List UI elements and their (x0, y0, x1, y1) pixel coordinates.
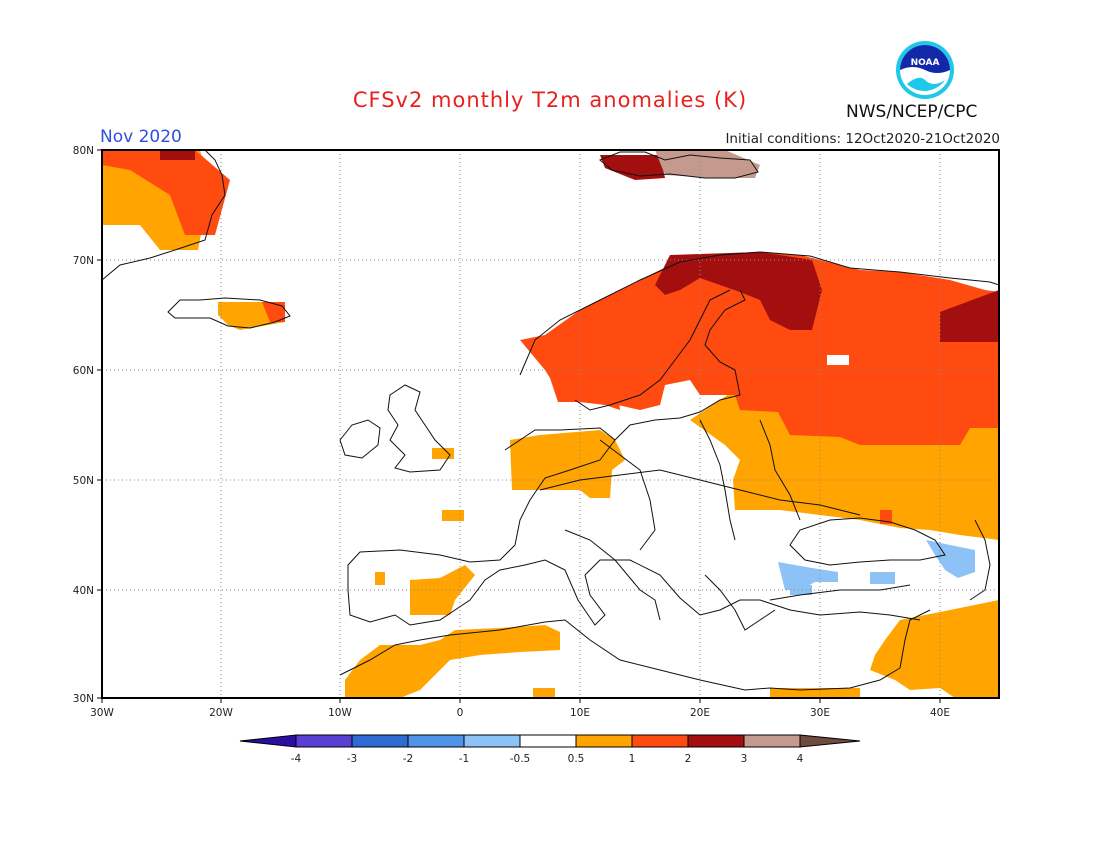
svalbard-warm-2 (600, 155, 665, 180)
colorbar-label-neg4: -4 (291, 753, 302, 765)
colorbar-label-neg05: -0.5 (510, 753, 531, 765)
turkey-coast (769, 584, 911, 601)
initial-conditions-label: Initial conditions: 12Oct2020-21Oct2020 (725, 131, 1000, 147)
black-sea-coast (789, 517, 946, 566)
europe-coast (519, 251, 999, 376)
colorbar-label-pos3: 3 (741, 753, 748, 765)
lat-label-50n: 50N (73, 475, 94, 487)
greece-coast (704, 574, 776, 631)
colorbar-box-7 (631, 734, 689, 748)
france-warm-patch (442, 510, 464, 521)
noaa-logo-icon: NOAA (896, 41, 954, 99)
turkey-cool-1 (778, 562, 838, 590)
colorbar-label-neg1: -1 (459, 753, 469, 765)
border-lines-b (599, 439, 656, 551)
lon-label-40e: 40E (930, 707, 950, 719)
mediterranean-warm-patch (533, 688, 555, 698)
lapland-warm-3 (655, 252, 822, 330)
colorbar-arrow-left (239, 734, 297, 748)
noaa-logo-text: NOAA (911, 58, 940, 68)
iberia-warm-1b (375, 572, 385, 585)
uk-warm-patch (432, 448, 454, 459)
scandinavia-blank-patch (827, 355, 849, 365)
lat-label-30n: 30N (73, 693, 94, 705)
iceland-warm-2 (262, 302, 285, 322)
lat-label-60n: 60N (73, 365, 94, 377)
lon-label-30e: 30E (810, 707, 830, 719)
lat-labels: 80N 70N 60N 50N 40N 30N (73, 145, 94, 705)
black-sea-warm-patch (880, 510, 892, 524)
colorbar-labels: -4 -3 -2 -1 -0.5 0.5 1 2 3 4 (291, 753, 804, 765)
colorbar-label-pos2: 2 (685, 753, 692, 765)
lon-labels: 30W 20W 10W 0 10E 20E 30E 40E (90, 707, 950, 719)
anomaly-fill-layer (102, 150, 999, 698)
baltic-coast (614, 289, 746, 441)
russia-northwest-warm-3 (940, 290, 999, 342)
colorbar-arrow-right (799, 734, 861, 748)
colorbar-label-neg3: -3 (347, 753, 357, 765)
colorbar-box-6 (575, 734, 633, 748)
levant-coast (899, 609, 931, 669)
lat-label-40n: 40N (73, 585, 94, 597)
scandinavia-warm-2 (520, 252, 999, 445)
colorbar-box-8 (687, 734, 745, 748)
lat-label-70n: 70N (73, 255, 94, 267)
map-title: CFSv2 monthly T2m anomalies (K) (352, 88, 748, 112)
caspian-coast (969, 519, 991, 601)
colorbar-box-9 (743, 734, 801, 748)
lon-label-10e: 10E (570, 707, 590, 719)
colorbar-box-5 (519, 734, 577, 748)
lon-label-30w: 30W (90, 707, 114, 719)
border-lines-c (699, 419, 736, 541)
border-lines-a (539, 469, 861, 516)
lon-label-0: 0 (457, 707, 464, 719)
coastlines (102, 150, 999, 691)
caucasus-cool-1 (926, 540, 975, 578)
colorbar (239, 734, 861, 748)
iceland-coast (167, 297, 291, 329)
colorbar-box-2 (351, 734, 409, 748)
sweden-coast (574, 289, 731, 411)
ireland-coast (339, 419, 381, 459)
greenland-warm-3 (160, 150, 195, 160)
egypt-warm-1 (770, 688, 860, 698)
north-africa-warm-1 (345, 625, 560, 698)
map-frame (101, 149, 1000, 699)
middle-east-warm-1 (870, 600, 999, 698)
tick-marks (97, 149, 941, 703)
svalbard-coast (599, 151, 759, 179)
lon-label-20w: 20W (209, 707, 233, 719)
colorbar-label-pos1: 1 (629, 753, 636, 765)
colorbar-box-4 (463, 734, 521, 748)
colorbar-box-1 (295, 734, 353, 748)
greenland-warm-2 (102, 150, 230, 235)
colorbar-label-neg2: -2 (403, 753, 413, 765)
southern-scandinavia-warm-2 (550, 378, 620, 410)
north-africa-coast (339, 619, 901, 691)
atlantic-europe-coast (347, 427, 921, 626)
colorbar-label-pos4: 4 (797, 753, 804, 765)
valid-month-label: Nov 2020 (100, 127, 182, 147)
border-lines-d (759, 419, 801, 521)
britain-coast (387, 384, 451, 473)
greenland-coast (102, 150, 226, 281)
colorbar-box-3 (407, 734, 465, 748)
agency-label: NWS/NCEP/CPC (846, 102, 978, 122)
aegean-cool-patch (790, 585, 812, 595)
italy-coast (564, 529, 661, 621)
europe-warm-1 (510, 430, 625, 498)
lon-label-20e: 20E (690, 707, 710, 719)
lat-label-80n: 80N (73, 145, 94, 157)
anatolia-cool-patch (870, 572, 895, 584)
lon-label-10w: 10W (328, 707, 352, 719)
colorbar-label-pos05: 0.5 (568, 753, 585, 765)
